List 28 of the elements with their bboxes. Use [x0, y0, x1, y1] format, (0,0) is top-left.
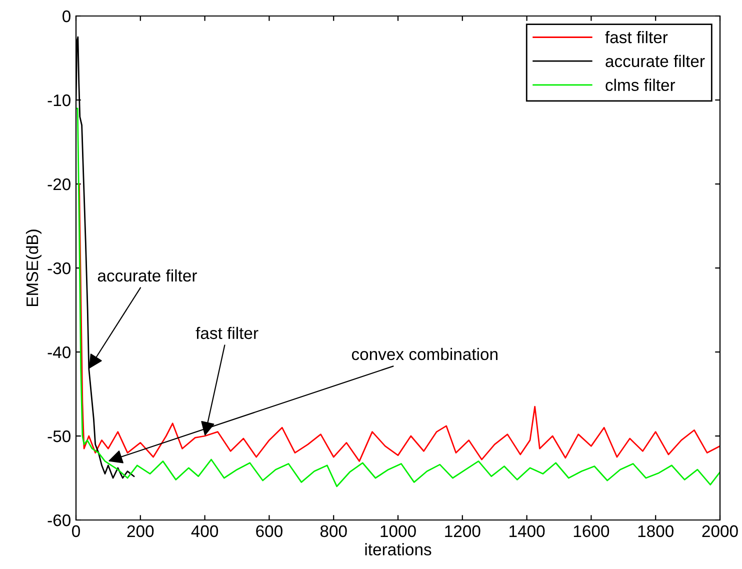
y-tick-label: -50 — [48, 430, 70, 442]
x-tick-label: 2000 — [702, 525, 738, 538]
x-tick-label: 1000 — [380, 525, 416, 538]
annotation: fast filter — [196, 326, 258, 340]
y-tick-label: -10 — [48, 94, 70, 106]
x-tick-label: 1800 — [638, 525, 674, 538]
line-series — [76, 108, 720, 488]
x-tick-label: 1400 — [510, 525, 545, 538]
y-axis-title: EMSE(dB) — [26, 230, 42, 306]
annotation: accurate filter — [98, 269, 197, 282]
y-tick-label: -30 — [48, 262, 70, 274]
y-tick-label: -40 — [48, 346, 70, 358]
x-tick-label: 600 — [256, 525, 282, 538]
x-tick-label: 400 — [191, 525, 218, 538]
annotation: convex combination — [352, 348, 498, 360]
y-tick-label: 0 — [62, 10, 70, 22]
x-tick-label: 1600 — [574, 525, 610, 538]
x-axis-title: iterations — [365, 543, 432, 556]
line-series — [78, 183, 720, 462]
legend-label: accurate filter — [606, 54, 705, 68]
y-tick-label: -20 — [48, 178, 70, 190]
x-tick-label: 1200 — [445, 525, 480, 538]
x-tick-label: 800 — [320, 525, 347, 538]
legend-label: fast filter — [605, 31, 668, 44]
legend-label: clms filter — [606, 78, 676, 91]
x-tick-label: 0 — [72, 525, 80, 538]
y-tick-label: -60 — [48, 514, 70, 526]
x-tick-label: 200 — [127, 525, 154, 538]
